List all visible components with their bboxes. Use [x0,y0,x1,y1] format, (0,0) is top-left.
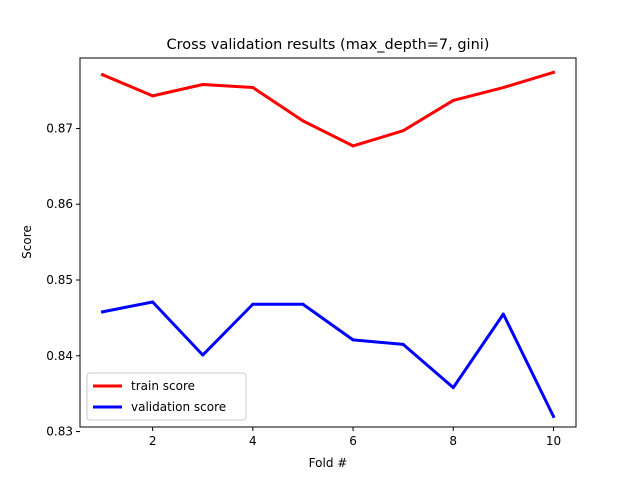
x-axis-label: Fold # [309,456,348,470]
chart-title: Cross validation results (max_depth=7, g… [167,37,490,53]
y-tick-label: 0.83 [46,425,73,439]
x-tick-label: 2 [149,434,157,448]
data-point [301,119,305,123]
data-point [251,86,255,90]
data-point [151,94,155,98]
plot-frame [79,57,577,428]
data-point [201,353,205,357]
x-tick-label: 6 [349,434,357,448]
data-point [401,342,405,346]
plot-area: 2 4 6 8 10 0.83 0.84 0.85 0.86 0.87 [46,57,577,448]
y-tick-label: 0.86 [46,197,73,211]
data-point [351,338,355,342]
y-tick-label: 0.87 [46,121,73,135]
data-point [551,70,555,74]
data-point [351,144,355,148]
data-point [401,129,405,133]
legend-items: train score validation score [93,379,226,414]
y-axis-label: Score [20,225,34,259]
legend: train score validation score [86,372,247,421]
data-point [501,312,505,316]
data-point [451,386,455,390]
legend-entry-label: train score [131,379,195,393]
x-axis: 2 4 6 8 10 [149,427,561,448]
data-point [251,302,255,306]
data-point [101,73,105,77]
data-point [301,302,305,306]
data-point [101,310,105,314]
x-tick-label: 8 [449,434,457,448]
y-axis: 0.83 0.84 0.85 0.86 0.87 [46,121,80,439]
x-tick-label: 10 [546,434,561,448]
data-point [451,98,455,102]
series-line-train-score [100,70,556,148]
data-point [201,83,205,87]
legend-entry-label: validation score [131,400,226,414]
x-tick-label: 4 [249,434,257,448]
series-line-validation-score [100,300,556,419]
y-tick-label: 0.85 [46,273,73,287]
legend-box [86,372,247,421]
data-point [551,414,555,418]
data-point [501,86,505,90]
series-lines [100,70,556,419]
y-tick-label: 0.84 [46,349,73,363]
data-point [151,300,155,304]
